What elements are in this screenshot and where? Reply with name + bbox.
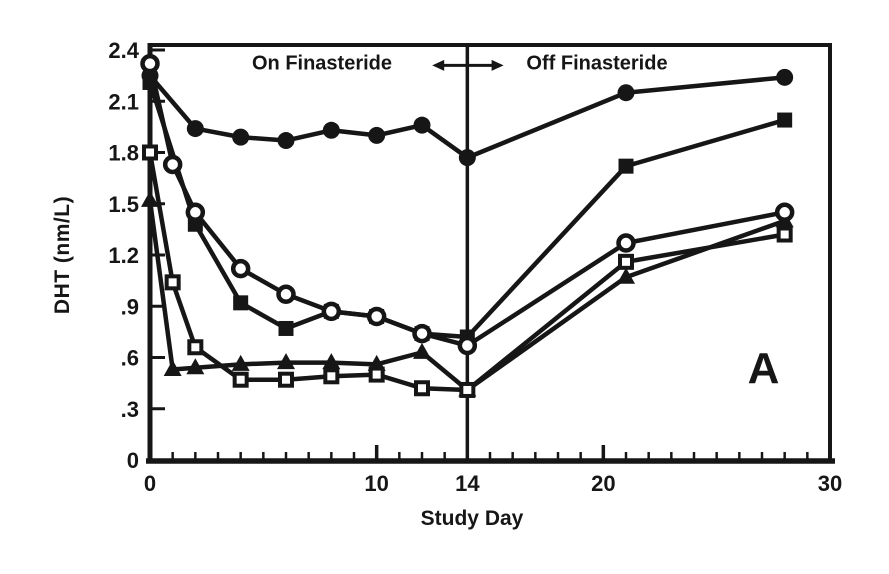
marker-open-circle <box>185 202 206 223</box>
marker-filled-circle <box>413 116 431 134</box>
marker-filled-triangle <box>413 342 431 359</box>
x-axis-title: Study Day <box>420 507 524 530</box>
marker-open-circle <box>412 323 432 344</box>
marker-open-square <box>459 381 476 398</box>
x-tick-label: 0 <box>144 471 156 496</box>
y-tick-label: 1.5 <box>108 192 139 217</box>
marker-filled-triangle <box>163 359 182 376</box>
panel-letter: A <box>747 344 781 393</box>
y-axis-title: DHT (nm/L) <box>51 195 74 315</box>
marker-filled-triangle <box>617 267 635 284</box>
y-tick-label: .3 <box>121 397 139 422</box>
x-axis-ticks: 0 10 14 20 30 <box>144 445 842 496</box>
marker-filled-circle <box>458 149 476 167</box>
marker-filled-triangle <box>231 354 250 371</box>
marker-open-circle <box>140 53 160 74</box>
marker-open-square <box>368 366 385 383</box>
x-tick-label: 30 <box>818 471 842 496</box>
y-tick-label: 1.2 <box>108 243 139 268</box>
phase-arrow <box>432 59 504 71</box>
on-finasteride-label: On Finasteride <box>251 52 393 75</box>
marker-open-square <box>142 144 158 161</box>
y-tick-label: 2.1 <box>108 89 139 114</box>
y-tick-label: .6 <box>121 346 139 371</box>
off-finasteride-label: Off Finasteride <box>526 52 668 75</box>
marker-filled-square <box>618 158 634 174</box>
marker-open-circle <box>321 301 342 322</box>
marker-filled-circle <box>232 128 250 146</box>
marker-filled-square <box>777 112 793 128</box>
marker-open-circle <box>366 306 387 327</box>
marker-filled-triangle <box>141 190 159 207</box>
x-tick-label: 14 <box>455 471 480 496</box>
marker-open-circle <box>230 258 251 279</box>
marker-open-square <box>164 274 181 291</box>
marker-filled-circle <box>617 84 635 102</box>
marker-filled-square <box>278 320 294 336</box>
marker-filled-square <box>233 295 249 311</box>
marker-filled-circle <box>277 132 295 150</box>
series-open-circle <box>140 53 795 356</box>
y-tick-label: 2.4 <box>108 38 139 63</box>
marker-filled-circle <box>368 126 386 144</box>
marker-filled-circle <box>776 68 794 86</box>
marker-filled-triangle <box>277 353 295 370</box>
marker-open-circle <box>774 202 795 223</box>
y-axis-ticks: 0 .3 .6 .9 1.2 1.5 1.8 2.1 2.4 <box>108 38 165 473</box>
marker-open-square <box>278 371 294 388</box>
marker-open-square <box>618 253 634 270</box>
marker-open-square <box>187 339 204 356</box>
phase-arrow-left-head <box>432 59 445 71</box>
y-tick-label: .9 <box>121 294 139 319</box>
phase-arrow-right-head <box>491 59 504 71</box>
y-tick-label: 1.8 <box>108 141 139 166</box>
marker-open-square <box>323 368 340 385</box>
marker-open-circle <box>162 154 183 175</box>
y-tick-label: 0 <box>127 448 139 473</box>
x-tick-label: 20 <box>591 471 615 496</box>
x-tick-label: 10 <box>364 471 388 496</box>
marker-open-square <box>414 380 430 397</box>
plot-frame <box>150 43 832 461</box>
marker-filled-triangle <box>186 358 205 375</box>
marker-open-circle <box>457 335 478 356</box>
marker-filled-circle <box>322 121 340 139</box>
marker-open-circle <box>616 233 636 253</box>
series-open-square <box>142 144 793 398</box>
series-line-filled-circle <box>147 73 787 160</box>
marker-open-square <box>776 226 793 243</box>
marker-open-circle <box>276 284 296 305</box>
marker-filled-triangle <box>322 353 341 370</box>
marker-filled-circle <box>186 120 204 138</box>
marker-open-square <box>232 371 249 388</box>
